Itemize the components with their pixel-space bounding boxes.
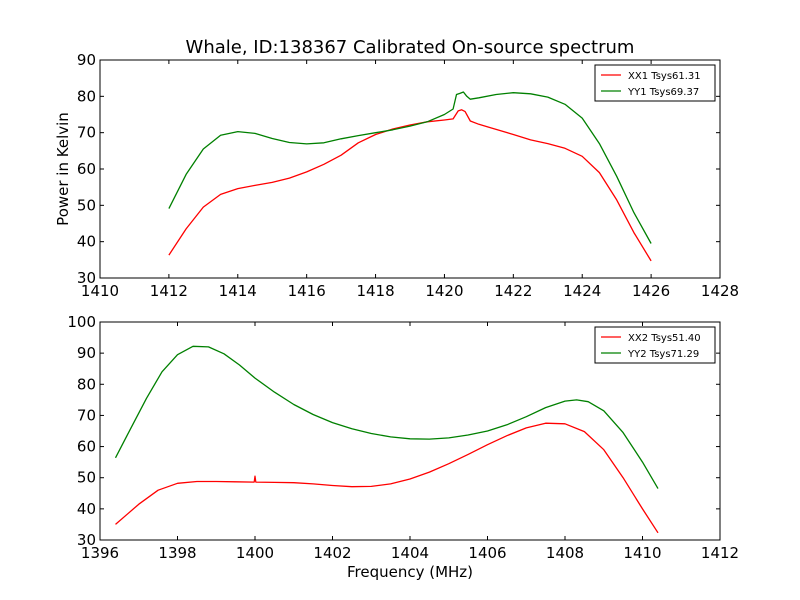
- y-tick-label: 40: [77, 233, 96, 251]
- legend-label: YY2 Tsys71.29: [627, 349, 699, 360]
- y-tick-label: 60: [77, 438, 96, 456]
- y-tick-label: 70: [77, 406, 96, 424]
- y-tick-label: 80: [77, 375, 96, 393]
- x-tick-label: 1410: [623, 544, 661, 562]
- x-tick-label: 1400: [236, 544, 274, 562]
- bottom-panel: 1396 1398 1400 1402 1404 1406 1408 1410 1412 30 40…: [67, 313, 739, 562]
- y-tick-label: 40: [77, 500, 96, 518]
- x-tick-label: 1408: [546, 544, 584, 562]
- legend-label: YY1 Tsys69.37: [627, 87, 699, 98]
- x-tick-label: 1406: [468, 544, 506, 562]
- x-tick-label: 1416: [288, 282, 326, 300]
- x-tick-label: 1404: [391, 544, 429, 562]
- y-tick-label: 30: [77, 531, 96, 549]
- series-line-1: [115, 422, 659, 534]
- y-tick-label: 50: [77, 469, 96, 487]
- x-tick-label: 1420: [425, 282, 463, 300]
- x-tick-label: 1428: [701, 282, 739, 300]
- legend-label: XX1 Tsys61.31: [628, 71, 701, 82]
- series-line-2: [114, 345, 659, 489]
- y-axis-label: Power in Kelvin: [54, 112, 72, 226]
- top-panel: 1410 1412 1414 1416 1418 1420 1422 1424 1426 1428…: [77, 51, 739, 300]
- legend-box: [594, 326, 716, 364]
- y-tick-label: 60: [77, 160, 96, 178]
- x-tick-label: 1410: [81, 282, 119, 300]
- y-tick-label: 90: [77, 51, 96, 69]
- figure-title: Whale, ID:138367 Calibrated On-source sp…: [186, 37, 635, 58]
- y-tick-label: 30: [77, 269, 96, 287]
- y-tick-label: 90: [77, 344, 96, 362]
- legend-box: [594, 64, 716, 102]
- y-tick-label: 80: [77, 87, 96, 105]
- x-tick-label: 1424: [563, 282, 601, 300]
- legend: XX1 Tsys61.31 YY1 Tsys69.37: [594, 64, 716, 102]
- x-tick-label: 1402: [313, 544, 351, 562]
- x-tick-label: 1414: [219, 282, 257, 300]
- y-tick-label: 100: [67, 313, 96, 331]
- x-tick-label: 1396: [81, 544, 119, 562]
- series-line-1: [168, 109, 652, 262]
- x-axis-label: Frequency (MHz): [347, 563, 473, 581]
- y-tick-label: 70: [77, 124, 96, 142]
- x-tick-label: 1398: [158, 544, 196, 562]
- x-tick-label: 1412: [150, 282, 188, 300]
- y-tick-label: 50: [77, 196, 96, 214]
- legend-label: XX2 Tsys51.40: [628, 333, 701, 344]
- legend: XX2 Tsys51.40 YY2 Tsys71.29: [594, 326, 716, 364]
- x-tick-label: 1426: [632, 282, 670, 300]
- series-line-2: [168, 91, 652, 244]
- x-tick-label: 1418: [356, 282, 394, 300]
- x-tick-label: 1422: [494, 282, 532, 300]
- x-tick-label: 1412: [701, 544, 739, 562]
